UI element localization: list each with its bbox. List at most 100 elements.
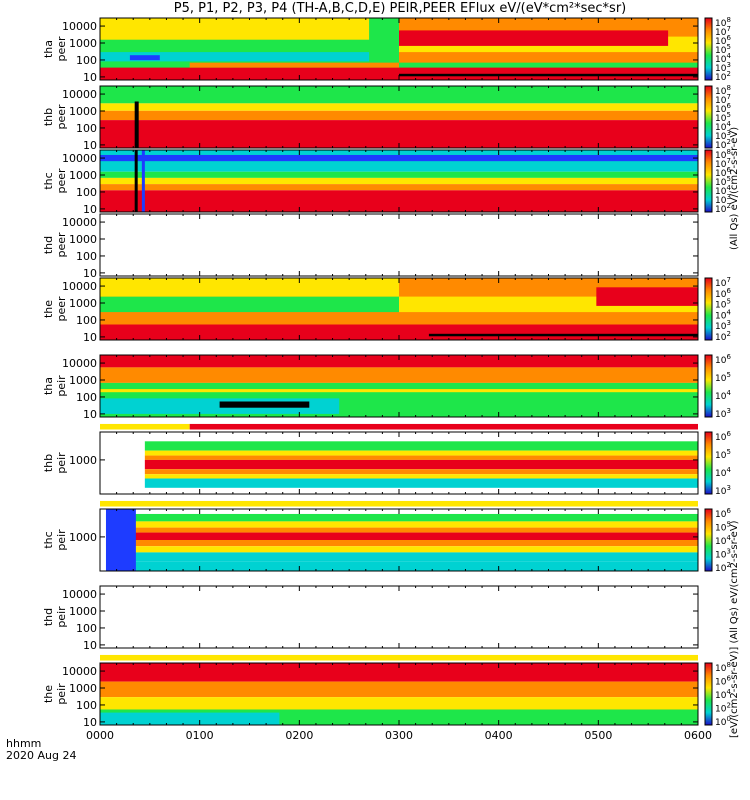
y-axis-label: peir — [55, 375, 68, 397]
y-axis-label: peir — [55, 529, 68, 551]
spectrogram-band — [596, 287, 698, 306]
y-tick-label: 1000 — [69, 454, 97, 467]
spectrogram-band — [105, 532, 699, 540]
colorbar-tick-label: 104 — [715, 184, 731, 197]
y-tick-label: 1000 — [69, 37, 97, 50]
colorbar-tick-label: 103 — [715, 407, 731, 420]
y-tick-label: 10 — [83, 139, 97, 152]
colorbar-tick-label: 103 — [715, 484, 731, 497]
spectrogram-band — [100, 389, 698, 393]
colorbar — [704, 149, 713, 213]
colorbar-tick-label: 105 — [715, 448, 731, 461]
y-axis-label: thb — [42, 454, 55, 472]
y-tick-label: 10000 — [62, 357, 97, 370]
colorbar-tick-label: 102 — [715, 70, 731, 83]
spectrogram-panel — [100, 278, 698, 340]
y-tick-label: 10000 — [62, 665, 97, 678]
colorbar-tick-label: 105 — [715, 521, 731, 534]
colorbar-tick-label: 108 — [715, 16, 731, 29]
colorbar-tick-label: 108 — [715, 661, 731, 674]
spectrogram-band — [100, 500, 698, 507]
y-axis-label: the — [42, 685, 55, 703]
y-axis-label: thd — [42, 236, 55, 254]
colorbar-tick-label: 103 — [715, 61, 731, 74]
spectrogram-panel — [100, 18, 698, 80]
y-tick-label: 10 — [83, 639, 97, 652]
colorbar-tick-label: 106 — [715, 675, 731, 688]
x-tick-label: 0600 — [684, 729, 712, 742]
spectrogram-band — [100, 184, 698, 191]
spectrogram-band — [100, 367, 698, 383]
colorbar-tick-label: 102 — [715, 561, 731, 574]
y-tick-label: 1000 — [69, 374, 97, 387]
y-tick-label: 10000 — [62, 88, 97, 101]
colorbar-tick-label: 102 — [715, 330, 731, 343]
y-tick-label: 10000 — [62, 152, 97, 165]
y-tick-label: 1000 — [69, 297, 97, 310]
colorbar-tick-label: 108 — [715, 84, 731, 97]
colorbar-tick-label: 107 — [715, 25, 731, 38]
spectrogram-panel — [100, 150, 698, 212]
y-tick-label: 10 — [83, 71, 97, 84]
spectrogram-band — [144, 459, 699, 470]
y-tick-label: 10 — [83, 267, 97, 280]
spectrogram-band — [100, 110, 698, 121]
spectrogram-panel — [100, 355, 698, 417]
y-axis-label: peer — [55, 104, 68, 130]
spectrogram-band — [100, 171, 698, 178]
y-axis-label: thc — [42, 531, 55, 548]
y-axis-label: thb — [42, 108, 55, 126]
colorbar-tick-label: 102 — [715, 138, 731, 151]
y-tick-label: 100 — [76, 250, 97, 263]
colorbar-tick-label: 104 — [715, 389, 731, 402]
colorbar-tick-label: 104 — [715, 466, 731, 479]
x-tick-label: 0100 — [186, 729, 214, 742]
spectrogram-panel — [100, 654, 698, 725]
y-axis-label: peer — [55, 36, 68, 62]
y-axis-label: peer — [55, 296, 68, 322]
y-tick-label: 1000 — [69, 233, 97, 246]
y-tick-label: 10000 — [62, 280, 97, 293]
x-tick-label: 0400 — [485, 729, 513, 742]
spectrogram-panel — [100, 500, 699, 571]
colorbar — [704, 277, 713, 341]
y-tick-label: 10 — [83, 716, 97, 729]
date-label: 2020 Aug 24 — [6, 749, 77, 762]
y-axis-label: thd — [42, 608, 55, 626]
spectrogram-streak — [134, 150, 138, 212]
spectrogram-band — [100, 423, 190, 430]
spectrogram-band — [100, 18, 370, 40]
y-tick-label: 100 — [76, 186, 97, 199]
spectrogram-band — [105, 546, 699, 553]
colorbar-tick-label: 106 — [715, 430, 731, 443]
panel-frame — [99, 585, 699, 649]
colorbar-tick-label: 103 — [715, 548, 731, 561]
spectrogram-band — [100, 712, 280, 725]
colorbar-tick-label: 106 — [715, 102, 731, 115]
spectrogram-band — [144, 474, 699, 479]
y-axis-label: peir — [55, 606, 68, 628]
spectrogram-band — [100, 190, 698, 212]
page-title: P5, P1, P2, P3, P4 (TH-A,B,C,D,E) PEIR,P… — [173, 1, 627, 16]
spectrogram-band — [105, 552, 699, 562]
y-tick-label: 10 — [83, 203, 97, 216]
spectrogram-band — [105, 513, 699, 522]
spectrogram-band — [100, 654, 698, 661]
spectrogram-band — [144, 441, 699, 451]
colorbar-tick-label: 105 — [715, 371, 731, 384]
spectrogram-band — [100, 103, 698, 111]
colorbar-tick-label: 107 — [715, 276, 731, 289]
y-tick-label: 1000 — [69, 105, 97, 118]
panel-frame — [99, 213, 699, 277]
spectrogram-band — [189, 62, 399, 68]
spectrogram-band — [100, 296, 399, 313]
spectrogram-band — [144, 469, 699, 475]
y-axis-label: the — [42, 300, 55, 318]
x-tick-label: 0300 — [385, 729, 413, 742]
spectrogram-band — [129, 55, 160, 61]
spectrogram-band — [219, 401, 310, 408]
colorbar — [704, 17, 713, 81]
spectrogram-band — [399, 73, 698, 77]
y-tick-label: 1000 — [69, 682, 97, 695]
